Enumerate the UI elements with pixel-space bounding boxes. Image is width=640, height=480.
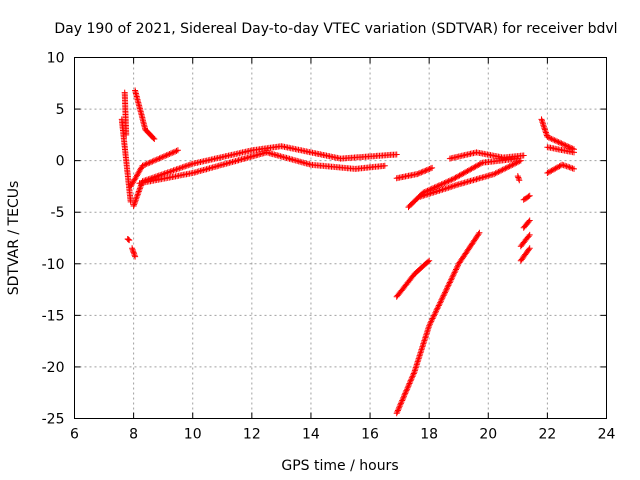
- data-points: [118, 87, 577, 417]
- x-tick-label: 8: [129, 427, 138, 443]
- y-tick-label: -20: [42, 360, 65, 376]
- y-tick-label: 0: [56, 154, 65, 170]
- series-arc-h: [393, 257, 433, 300]
- y-tick-label: 10: [47, 51, 65, 67]
- axis-ticks: 6 8 10 12 14 16 18 20 22 24 -25 -20 -15 -10 -5 0 5 10: [42, 51, 616, 443]
- x-axis-label: GPS time / hours: [281, 458, 398, 474]
- x-tick-label: 16: [361, 427, 379, 443]
- series-arc-g: [446, 149, 527, 162]
- data-point-markers: [393, 164, 436, 182]
- data-point-markers: [136, 149, 388, 187]
- data-point-markers: [538, 116, 577, 176]
- data-point-markers: [514, 173, 533, 264]
- series-arc-a: [127, 147, 181, 190]
- y-tick-label: 5: [56, 102, 65, 118]
- y-tick-label: -15: [42, 308, 65, 324]
- data-point-markers: [393, 257, 433, 300]
- series-arc-k: [538, 116, 577, 176]
- y-tick-label: -10: [42, 257, 65, 273]
- series-arc-i: [393, 229, 483, 417]
- x-tick-label: 24: [598, 427, 616, 443]
- x-tick-label: 10: [184, 427, 202, 443]
- chart-title: Day 190 of 2021, Sidereal Day-to-day VTE…: [54, 21, 617, 37]
- x-tick-label: 6: [70, 427, 79, 443]
- y-tick-label: -25: [42, 412, 65, 428]
- data-point-markers: [417, 157, 524, 200]
- y-tick-label: -5: [51, 205, 65, 221]
- y-axis-label: SDTVAR / TECUs: [6, 181, 22, 296]
- series-arc-j: [514, 173, 533, 264]
- x-tick-label: 20: [479, 427, 497, 443]
- plot-frame: [74, 57, 607, 419]
- data-point-markers: [393, 229, 483, 417]
- data-point-markers: [446, 149, 527, 162]
- series-arc-d: [393, 164, 436, 182]
- x-tick-label: 18: [420, 427, 438, 443]
- x-tick-label: 14: [302, 427, 320, 443]
- x-tick-label: 22: [538, 427, 556, 443]
- x-tick-label: 12: [243, 427, 261, 443]
- series-arc-f: [417, 157, 524, 200]
- series-arc-c: [136, 149, 388, 187]
- data-point-markers: [127, 147, 181, 190]
